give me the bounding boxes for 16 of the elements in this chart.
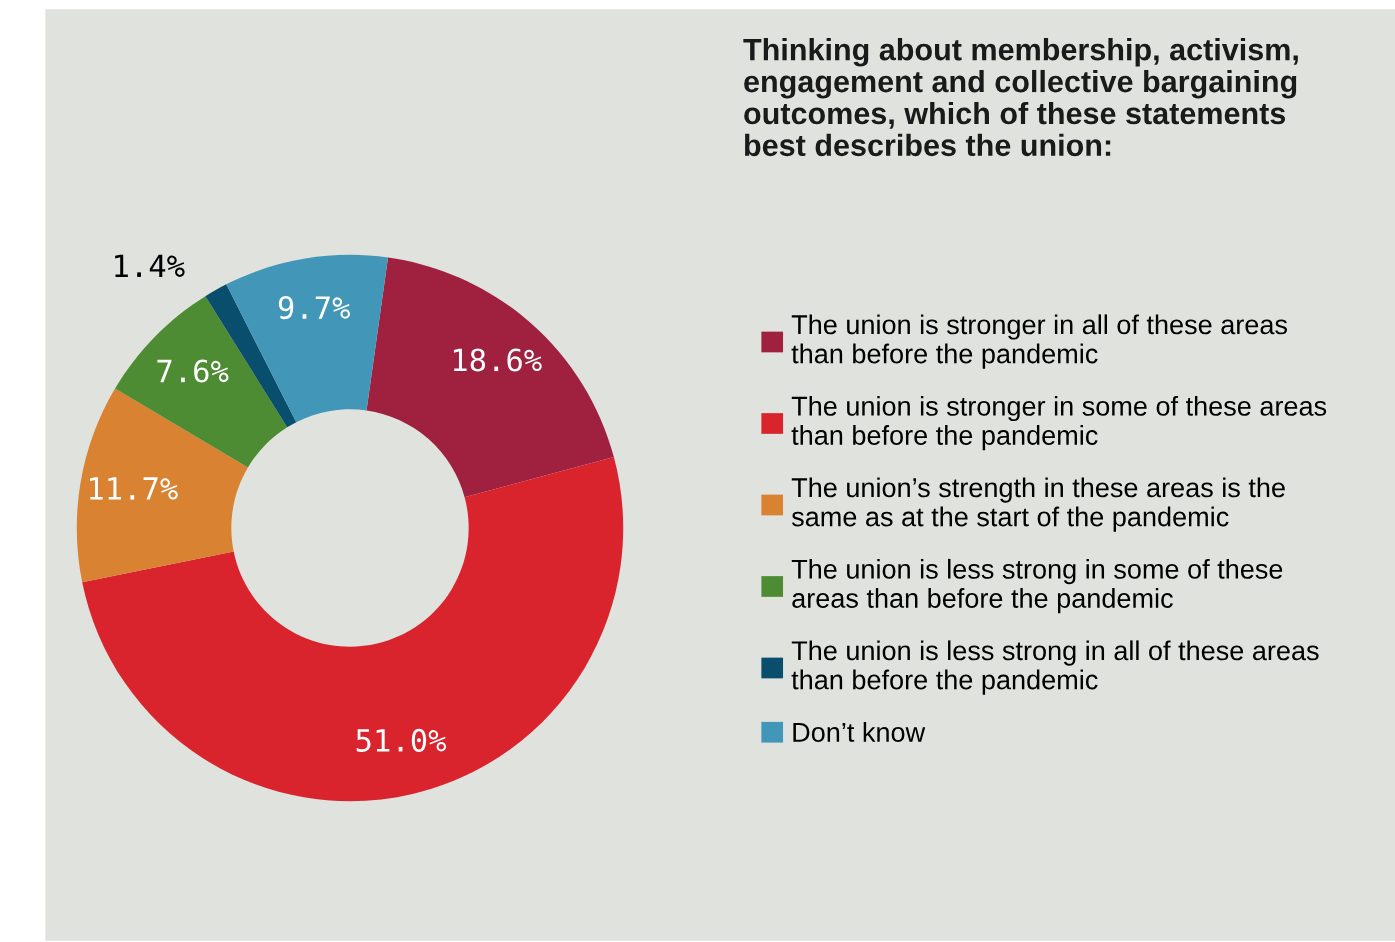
legend-label: The union is stronger in some of these areas than before the pandemic — [791, 395, 1327, 451]
data-label: 9.7% — [278, 296, 351, 320]
donut-slice — [82, 457, 624, 802]
data-label: 7.6% — [157, 359, 229, 383]
donut-slice — [76, 388, 248, 583]
legend-label: The union is less strong in all of these areas than before the pandemic — [791, 640, 1319, 695]
legend-label: The union is less strong in some of these areas than before the pandemic — [791, 558, 1283, 614]
chart-title: Thinking about membership, activism, engagement and collective bargaining outcomes, which of these statements best describes the union: — [743, 38, 1298, 157]
data-label: 1.4% — [115, 254, 185, 277]
legend-label: Don’t know — [793, 722, 926, 742]
data-label: 18.6% — [453, 348, 542, 372]
donut-slice — [366, 257, 614, 498]
data-label: 11.7% — [89, 477, 178, 500]
legend-label: The union is stronger in all of these areas than before the pandemic — [791, 314, 1287, 369]
data-label: 51.0% — [356, 728, 447, 752]
legend-label: The union’s strength in these areas is the same as at the start of the pandemic — [791, 477, 1285, 532]
